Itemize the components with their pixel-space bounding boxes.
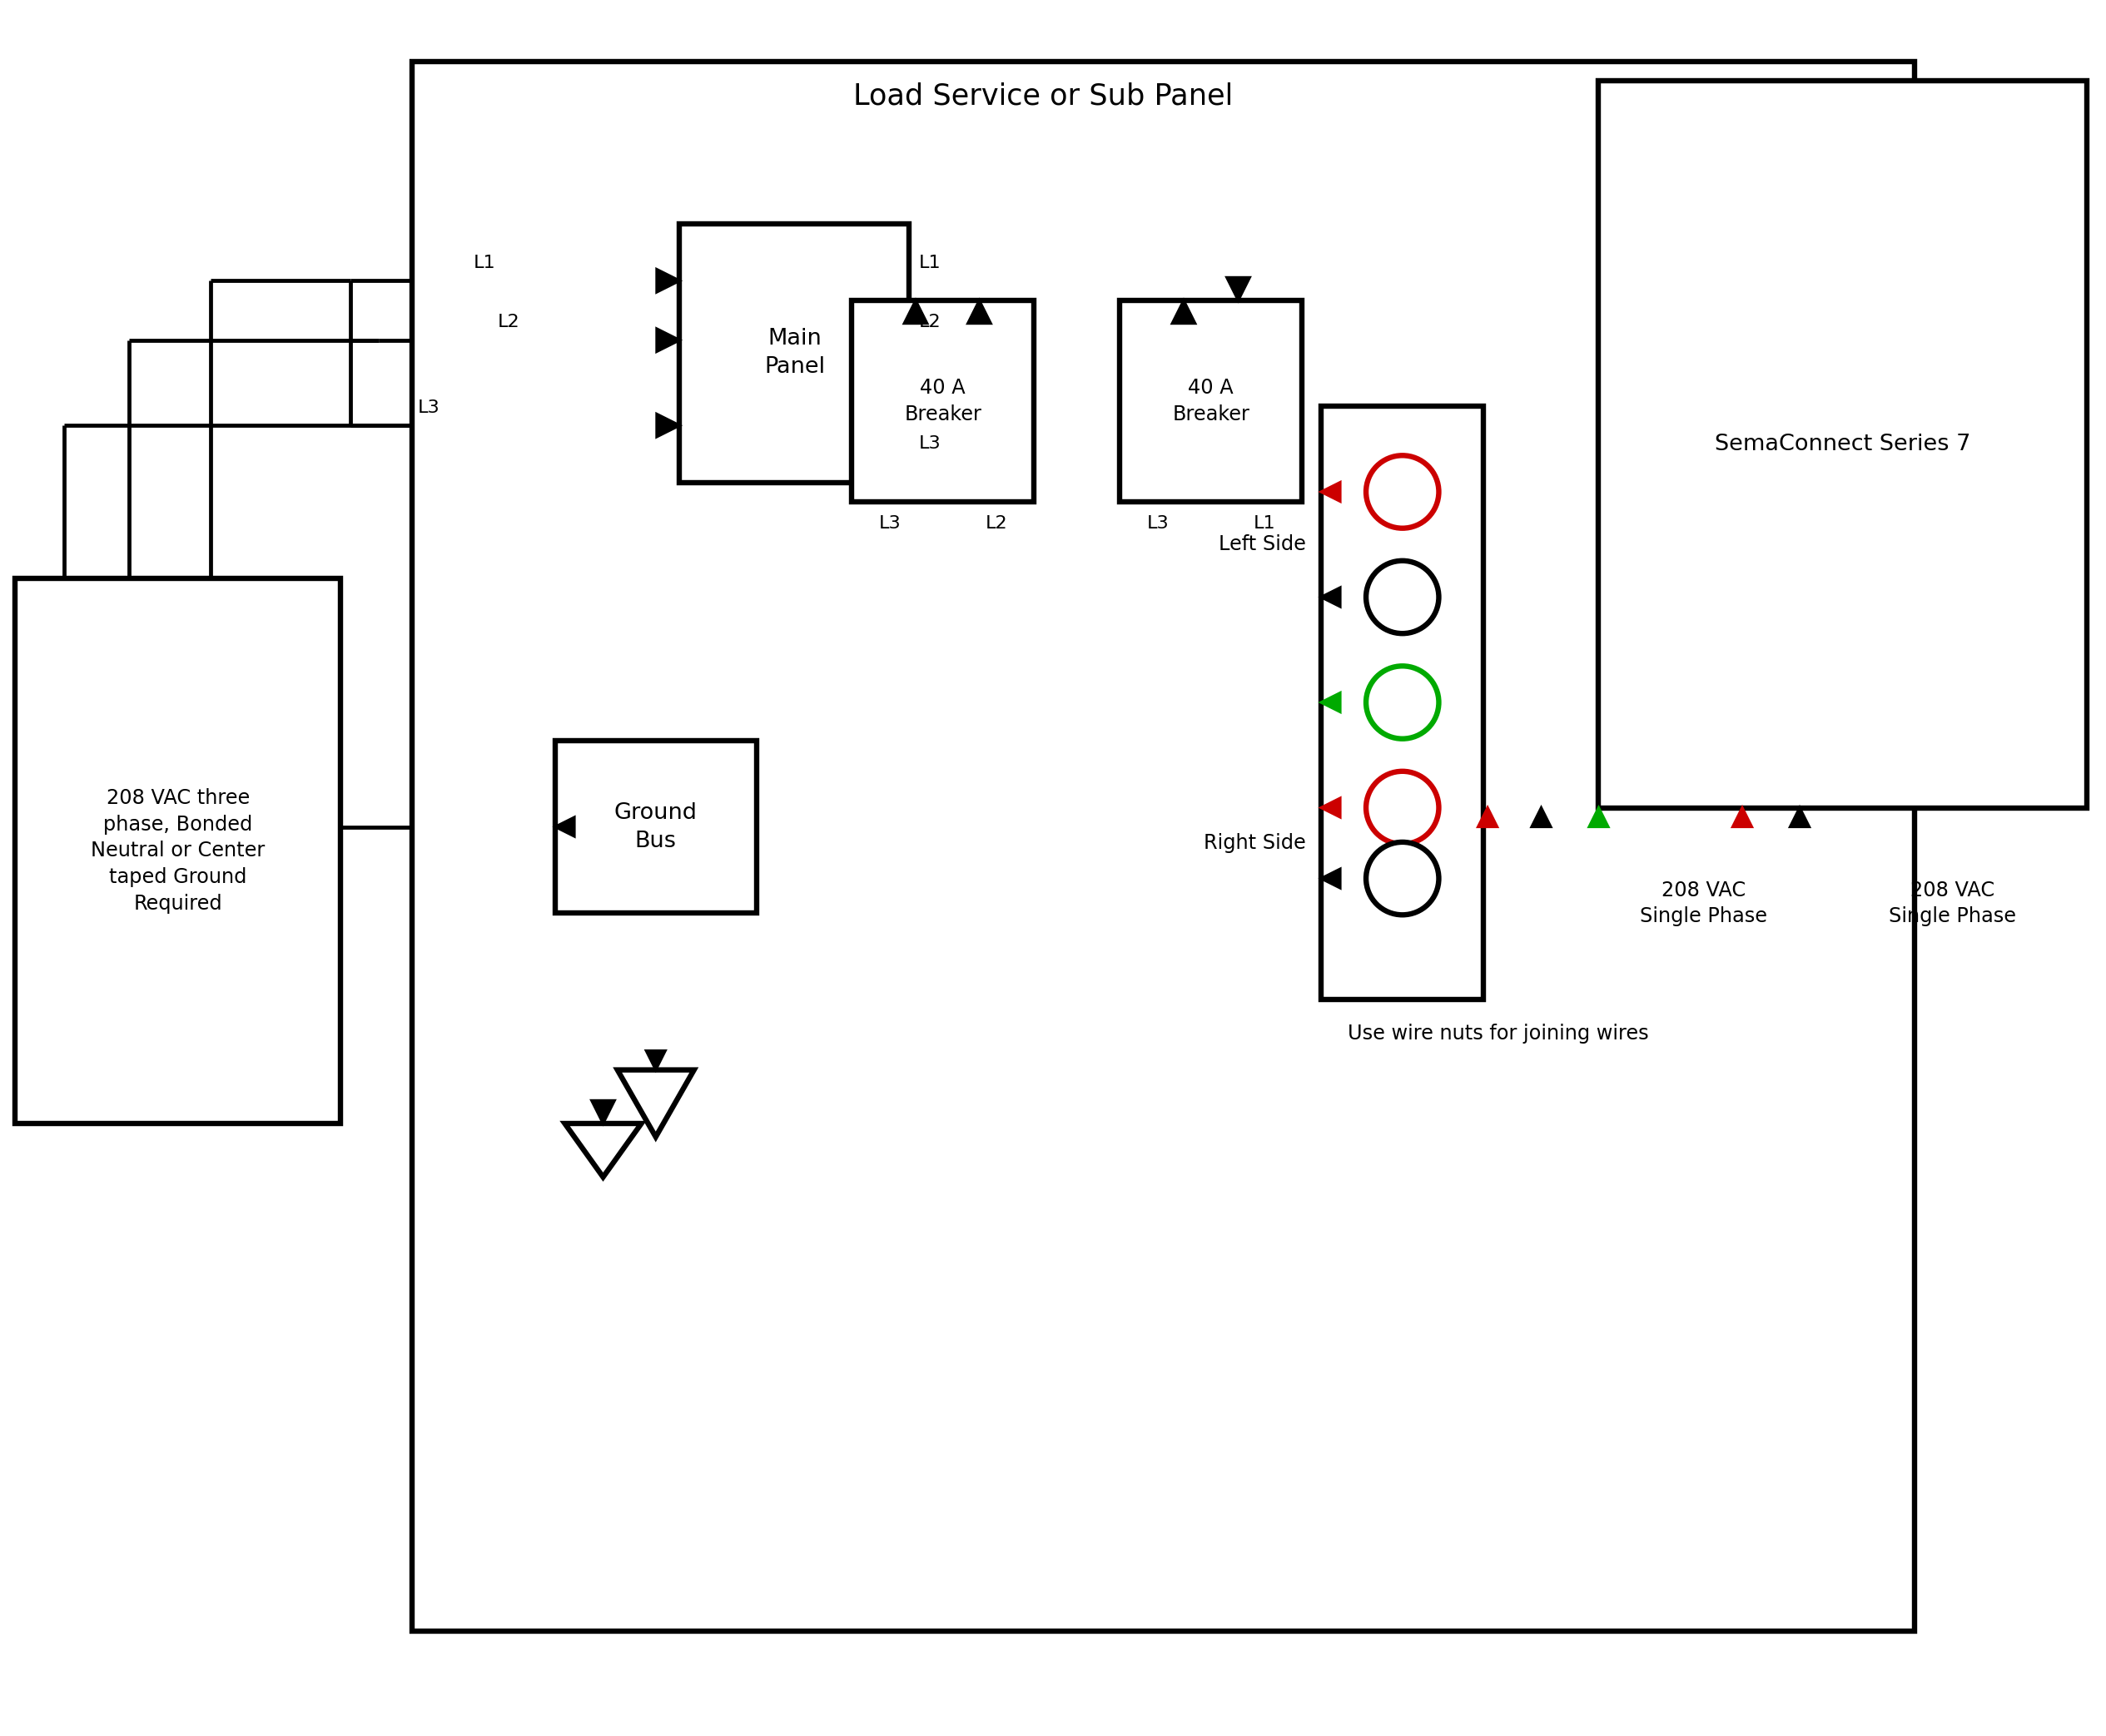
Text: Left Side: Left Side (1219, 535, 1306, 554)
Text: Load Service or Sub Panel: Load Service or Sub Panel (853, 82, 1232, 109)
Text: L2: L2 (497, 314, 520, 330)
Text: Main
Panel: Main Panel (764, 328, 826, 378)
Text: L2: L2 (918, 314, 941, 330)
Bar (15, 578, 341, 1123)
Circle shape (1367, 561, 1438, 634)
Text: L1: L1 (918, 255, 941, 271)
Circle shape (1367, 455, 1438, 528)
Text: Right Side: Right Side (1203, 833, 1306, 852)
Text: L1: L1 (474, 255, 495, 271)
Polygon shape (647, 1050, 665, 1069)
Text: L3: L3 (1146, 516, 1169, 531)
Text: 40 A
Breaker: 40 A Breaker (1173, 378, 1249, 424)
Circle shape (1367, 842, 1438, 915)
Bar (1598, 80, 2087, 807)
Bar (556, 741, 756, 913)
Polygon shape (617, 1069, 695, 1137)
Text: 40 A
Breaker: 40 A Breaker (903, 378, 981, 424)
Text: Use wire nuts for joining wires: Use wire nuts for joining wires (1348, 1024, 1649, 1043)
Text: 208 VAC
Single Phase: 208 VAC Single Phase (1641, 880, 1767, 927)
Circle shape (1367, 667, 1438, 740)
Polygon shape (657, 413, 680, 437)
Polygon shape (1173, 300, 1194, 323)
Polygon shape (903, 300, 927, 323)
Polygon shape (969, 300, 990, 323)
Polygon shape (564, 1123, 642, 1177)
Polygon shape (1790, 807, 1809, 826)
Bar (1120, 300, 1302, 502)
Text: Ground
Bus: Ground Bus (615, 802, 697, 852)
Polygon shape (1226, 278, 1249, 300)
Polygon shape (1320, 587, 1339, 608)
Polygon shape (556, 818, 575, 837)
Text: SemaConnect Series 7: SemaConnect Series 7 (1714, 434, 1971, 455)
Bar (680, 224, 910, 483)
Polygon shape (1590, 807, 1609, 826)
Polygon shape (657, 328, 680, 352)
Bar (1320, 406, 1485, 1000)
Polygon shape (592, 1101, 615, 1123)
Polygon shape (1733, 807, 1752, 826)
Text: L2: L2 (986, 516, 1007, 531)
Bar (853, 300, 1034, 502)
Text: L1: L1 (1253, 516, 1276, 531)
Polygon shape (1478, 807, 1497, 826)
Bar (411, 61, 1914, 1630)
Text: 208 VAC
Single Phase: 208 VAC Single Phase (1889, 880, 2018, 927)
Polygon shape (1531, 807, 1550, 826)
Text: L3: L3 (878, 516, 901, 531)
Polygon shape (1320, 693, 1339, 712)
Polygon shape (1320, 870, 1339, 889)
Circle shape (1367, 771, 1438, 844)
Text: L3: L3 (918, 436, 941, 451)
Text: 208 VAC three
phase, Bonded
Neutral or Center
taped Ground
Required: 208 VAC three phase, Bonded Neutral or C… (91, 788, 265, 913)
Polygon shape (1320, 799, 1339, 818)
Polygon shape (657, 269, 680, 292)
Polygon shape (1320, 483, 1339, 502)
Text: L3: L3 (417, 399, 440, 417)
